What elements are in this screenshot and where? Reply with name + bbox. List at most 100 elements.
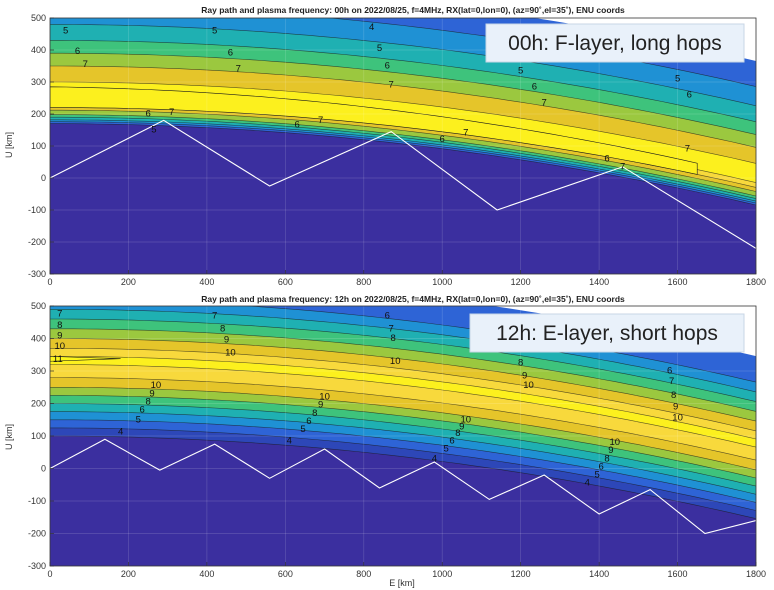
chart-panel-00h: Ray path and plasma frequency: 00h on 20…: [0, 0, 774, 292]
y-tick-label: -300: [28, 269, 46, 279]
contour-label: 8: [671, 390, 676, 401]
x-tick-label: 200: [121, 569, 136, 579]
x-tick-label: 1000: [432, 569, 452, 579]
contour-label: 5: [300, 424, 305, 435]
chart-00h-svg: Ray path and plasma frequency: 00h on 20…: [4, 5, 766, 287]
x-tick-label: 400: [199, 569, 214, 579]
contour-label: 5: [675, 73, 680, 84]
contour-label: 8: [455, 428, 460, 439]
axis-ticks: 0 200 400 600 800 1000 1200 1400 1600 18005004003…: [28, 301, 766, 579]
contour-label: 7: [542, 97, 547, 108]
contour-line: [50, 377, 756, 461]
x-tick-label: 1800: [746, 569, 766, 579]
y-tick-label: 300: [31, 366, 46, 376]
contour-line: [50, 52, 756, 135]
contour-label: 6: [532, 81, 537, 92]
y-tick-label: 100: [31, 431, 46, 441]
x-tick-label: 1000: [432, 277, 452, 287]
contour-label: 6: [385, 310, 390, 321]
contour-label: 6: [687, 89, 692, 100]
contour-line: [50, 411, 756, 495]
y-tick-label: -200: [28, 529, 46, 539]
contour-label: 6: [75, 46, 80, 57]
contour-label: 10: [319, 392, 330, 403]
y-tick-label: 0: [41, 464, 46, 474]
y-tick-label: 400: [31, 334, 46, 344]
contour-line: [50, 419, 756, 503]
contour-label: 6: [667, 366, 672, 377]
contour-label: 7: [57, 309, 62, 320]
contour-label: 4: [287, 435, 292, 446]
contour-label: 10: [225, 348, 236, 359]
contour-label: 10: [461, 414, 472, 425]
contour-label: 5: [212, 25, 217, 36]
x-tick-label: 1200: [511, 569, 531, 579]
x-tick-label: 800: [356, 277, 371, 287]
axis-ticks: 0 200 400 600 800 1000 1200 1400 1600 18005004003…: [28, 13, 766, 287]
contour-line: [50, 114, 756, 197]
contour-label: 6: [140, 405, 145, 416]
contour-label: 8: [518, 357, 523, 368]
callout-label: 12h: E-layer, short hops: [496, 322, 718, 345]
contour-label: 8: [57, 320, 62, 331]
y-tick-label: 200: [31, 399, 46, 409]
contour-label: 5: [136, 414, 141, 425]
contour-label: 4: [432, 453, 437, 464]
contour-line: [50, 65, 756, 148]
contour-line: [50, 395, 756, 479]
callout-label: 00h: F-layer, long hops: [508, 32, 722, 55]
x-tick-label: 1400: [589, 569, 609, 579]
contour-label: 7: [389, 80, 394, 91]
contour-label: 6: [385, 61, 390, 72]
contour-line: [50, 387, 756, 471]
y-tick-label: 500: [31, 13, 46, 23]
x-axis-label: E [km]: [389, 578, 415, 588]
contour-label: 8: [312, 408, 317, 419]
chart-12h-svg: Ray path and plasma frequency: 12h on 20…: [4, 294, 766, 588]
contour-label: 7: [236, 64, 241, 75]
contour-label: 6: [294, 120, 299, 131]
contour-line: [50, 309, 756, 393]
contour-label: 8: [391, 333, 396, 344]
contour-label: 8: [220, 323, 225, 334]
chart-title: Ray path and plasma frequency: 00h on 20…: [201, 5, 625, 15]
contour-line: [50, 40, 756, 123]
contour-label: 9: [57, 330, 62, 341]
peak-tongue: [50, 86, 698, 175]
x-tick-label: 1400: [589, 277, 609, 287]
contour-label: 10: [672, 413, 683, 424]
ray-path: [50, 119, 756, 249]
contour-label: 7: [318, 115, 323, 126]
contour-label: 10: [523, 380, 534, 391]
contour-line: [243, 306, 756, 383]
contour-line: [50, 328, 756, 412]
contour-line: [50, 24, 756, 107]
x-tick-label: 400: [199, 277, 214, 287]
ray-path: [50, 438, 756, 535]
x-tick-label: 1200: [511, 277, 531, 287]
chart-panel-12h: Ray path and plasma frequency: 12h on 20…: [0, 292, 774, 590]
contour-label: 6: [306, 416, 311, 427]
contour-line: [50, 81, 756, 164]
contour-label: 7: [389, 323, 394, 334]
x-tick-label: 1600: [668, 569, 688, 579]
contour-label: 9: [224, 335, 229, 346]
contour-label: 9: [459, 421, 464, 432]
contour-label: 7: [169, 107, 174, 118]
contour-band: [50, 436, 756, 566]
contour-line: [50, 109, 756, 192]
chart-title: Ray path and plasma frequency: 12h on 20…: [201, 294, 625, 304]
contour-label: 6: [449, 435, 454, 446]
contour-line: [50, 123, 756, 206]
contour-line: [50, 116, 756, 199]
contour-label: 5: [594, 470, 599, 481]
y-tick-label: 200: [31, 109, 46, 119]
contour-label: 7: [685, 144, 690, 155]
x-tick-label: 600: [278, 277, 293, 287]
contour-line: [50, 356, 756, 440]
contour-label: 10: [390, 356, 401, 367]
contour-label: 6: [228, 48, 233, 59]
contour-label: 4: [585, 478, 590, 489]
